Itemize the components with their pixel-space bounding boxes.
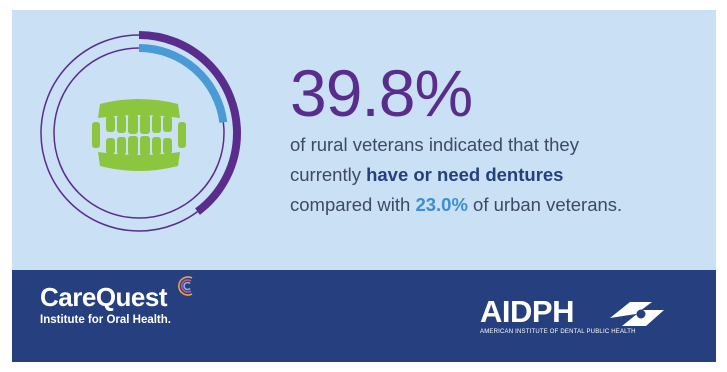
- footer-band: [12, 270, 716, 362]
- aidph-full-name: AMERICAN INSTITUTE OF DENTAL PUBLIC HEAL…: [480, 329, 636, 335]
- urban-percent: 23.0%: [415, 194, 468, 215]
- rings-graphic: [37, 31, 241, 235]
- urban-arc: [50, 44, 228, 222]
- carequest-name: CareQuest: [40, 282, 168, 312]
- dentures-icon: [92, 99, 186, 171]
- stat-description: of rural veterans indicated that they cu…: [290, 130, 690, 220]
- progress-rings: [34, 28, 244, 238]
- rural-arc: [37, 31, 241, 235]
- stat-value: 39.8%: [290, 56, 473, 130]
- stat-line-1: of rural veterans indicated that they: [290, 134, 579, 155]
- stat-line-2: currently have or need dentures: [290, 164, 564, 185]
- carequest-logo: CareQuest Institute for Oral Health.: [40, 284, 171, 326]
- dentures-emphasis: have or need dentures: [366, 164, 564, 185]
- stat-line-3: compared with 23.0% of urban veterans.: [290, 194, 623, 215]
- aidph-name: AIDPH: [480, 294, 574, 329]
- carequest-tagline: Institute for Oral Health.: [40, 314, 171, 326]
- aidph-mark-icon: [610, 302, 664, 326]
- carequest-swirl-icon: [178, 276, 193, 296]
